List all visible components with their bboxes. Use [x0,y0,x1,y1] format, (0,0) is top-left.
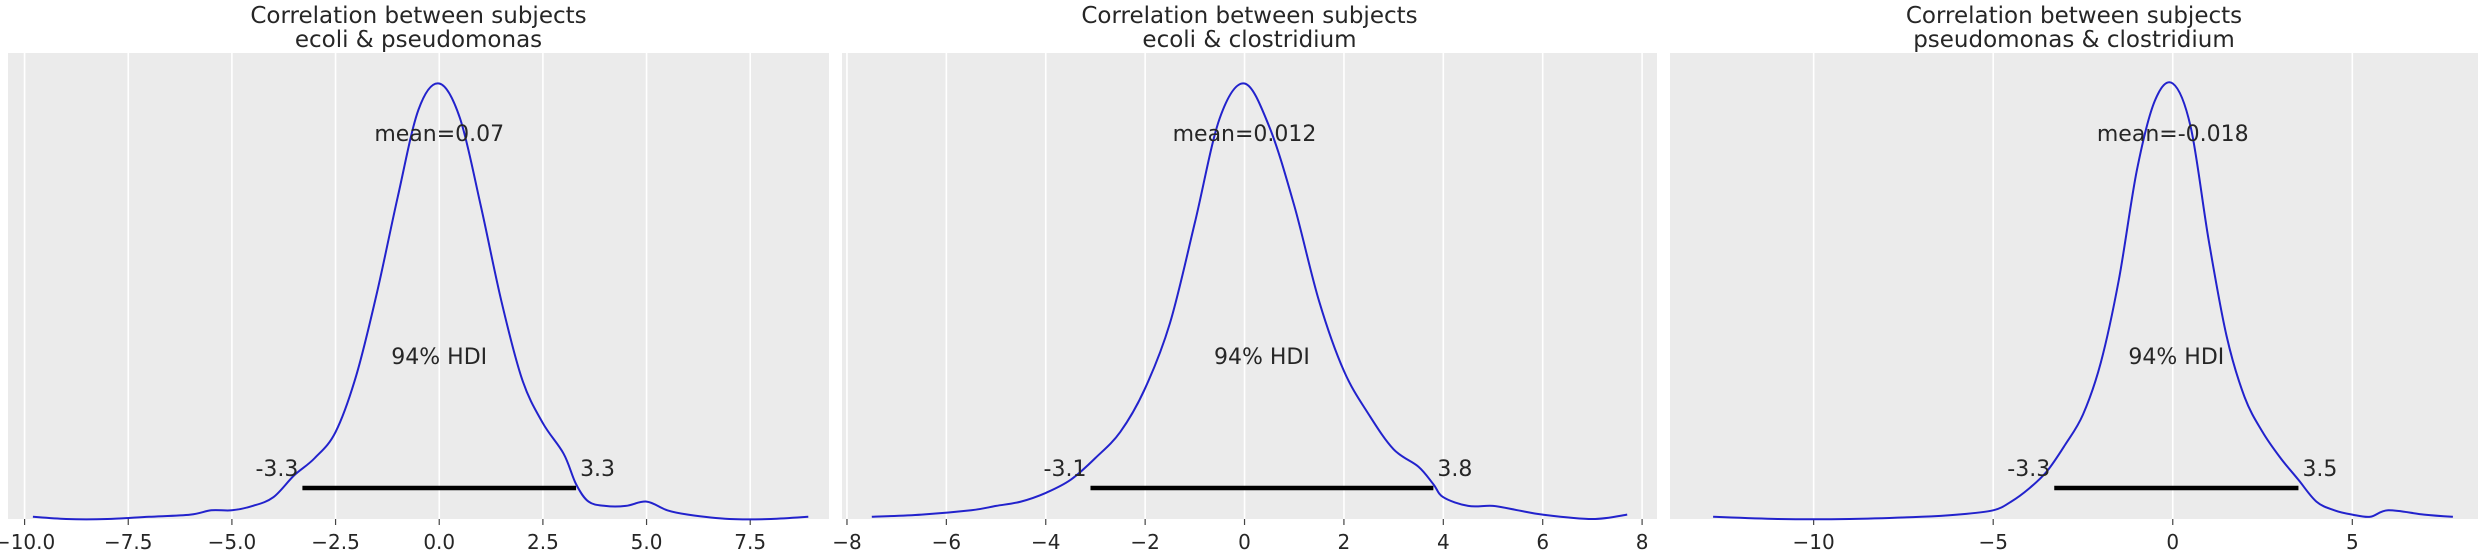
hdi-upper-label: 3.5 [2302,457,2337,482]
x-tick-label: −5 [1978,530,2007,552]
x-tick-label: −2 [1130,530,1159,552]
x-tick-label: −5.0 [208,530,257,552]
x-tick-label: 0 [2166,530,2179,552]
x-tick-label: −7.5 [104,530,153,552]
chart-subtitle: pseudomonas & clostridium [1913,27,2235,53]
hdi-upper-label: 3.8 [1437,457,1472,482]
x-tick-label: 5 [2346,530,2359,552]
density-line [871,82,1628,521]
x-tick-label: 0.0 [423,530,455,552]
x-tick-label: 2.5 [527,530,559,552]
x-tick-label: −10.0 [0,530,55,552]
x-tick-label: 7.5 [734,530,766,552]
mean-label: mean=0.07 [374,122,504,147]
density-line [1713,81,2453,521]
hdi-label: 94% HDI [2128,345,2224,370]
x-tick-label: 6 [1536,530,1549,552]
panel-1: −10.0 −7.5 −5.0 −2.5 0.0 2.5 5.0 7.5 Correlation… [0,3,829,552]
chart-title: Correlation between subjects [250,3,586,29]
plot-area [1670,53,2478,519]
hdi-upper-label: 3.3 [580,457,615,482]
mean-label: mean=0.012 [1173,122,1317,147]
chart-title: Correlation between subjects [1081,3,1417,29]
chart-title: Correlation between subjects [1906,3,2242,29]
hdi-lower-label: -3.3 [2007,457,2050,482]
x-tick-label: 5.0 [631,530,663,552]
panel-3: −10 −5 0 5 Correlation between subjectspseud… [1670,3,2478,552]
hdi-label: 94% HDI [391,345,487,370]
chart-subtitle: ecoli & pseudomonas [295,27,542,53]
x-tick-label: 0 [1238,530,1251,552]
x-tick-label: 2 [1338,530,1351,552]
x-tick-label: −4 [1031,530,1060,552]
density-line [32,82,809,521]
chart-subtitle: ecoli & clostridium [1142,27,1356,53]
panel-2: −8 −6 −4 −2 0 2 4 6 8 Correlation between subject… [832,3,1657,552]
hdi-lower-label: -3.3 [255,457,298,482]
plot-area [8,53,829,519]
hdi-label: 94% HDI [1214,345,1310,370]
x-tick-label: 8 [1636,530,1649,552]
mean-label: mean=-0.018 [2097,122,2249,147]
hdi-lower-label: -3.1 [1044,457,1087,482]
x-tick-label: −2.5 [311,530,360,552]
x-tick-label: 4 [1437,530,1450,552]
plot-area [842,53,1657,519]
x-tick-label: −6 [932,530,961,552]
x-tick-label: −8 [832,530,861,552]
x-tick-label: −10 [1793,530,1835,552]
